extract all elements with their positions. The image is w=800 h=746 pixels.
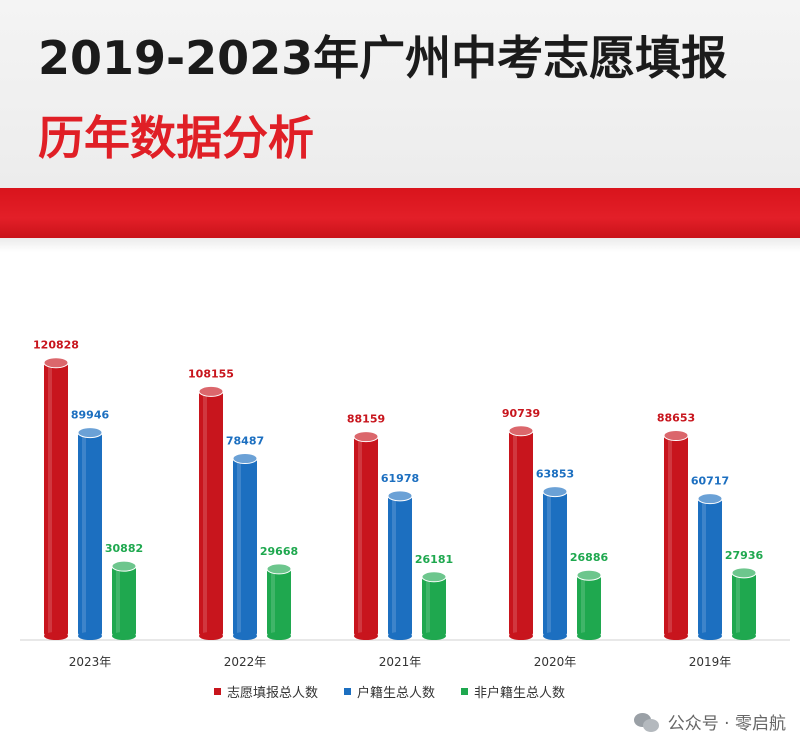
- chart-bar: [233, 458, 257, 636]
- data-label: 61978: [381, 472, 419, 485]
- chart-bar: [698, 498, 722, 636]
- bar-cap: [576, 569, 602, 581]
- chart-legend: 志愿填报总人数 户籍生总人数 非户籍生总人数: [214, 682, 565, 701]
- data-label: 63853: [536, 468, 574, 481]
- data-label: 90739: [502, 407, 540, 420]
- data-label: 27936: [725, 549, 764, 562]
- legend-swatch: [344, 688, 352, 695]
- chart-bar: [422, 576, 446, 636]
- bar-base: [698, 632, 722, 640]
- bar-cap: [663, 430, 689, 442]
- bar-highlight: [358, 436, 362, 636]
- chart-bar: [78, 432, 102, 636]
- bar-highlight: [513, 430, 517, 636]
- bar-base: [664, 632, 688, 640]
- legend-label: 非户籍生总人数: [474, 686, 566, 701]
- chart-bar: [44, 362, 68, 636]
- x-tick-label: 2023年: [69, 655, 112, 669]
- bar-highlight: [668, 435, 672, 636]
- page-subtitle: 历年数据分析: [38, 111, 314, 165]
- data-label: 30882: [105, 542, 143, 555]
- bar-base: [422, 632, 446, 640]
- bar-base: [543, 632, 567, 640]
- bar-cap: [266, 563, 292, 575]
- bar-highlight: [426, 576, 430, 636]
- bar-highlight: [203, 391, 207, 636]
- data-label: 29668: [260, 545, 298, 558]
- bar-cap: [542, 486, 568, 498]
- bar-base: [44, 632, 68, 640]
- legend-item: 户籍生总人数: [344, 682, 435, 701]
- chart-bar: [732, 572, 756, 636]
- watermark: 公众号 · 零启航: [633, 709, 786, 734]
- bar-highlight: [736, 572, 740, 636]
- bar-cap: [353, 431, 379, 443]
- x-tick-label: 2022年: [224, 655, 267, 669]
- bar-cap: [43, 357, 69, 369]
- x-tick-label: 2019年: [689, 655, 732, 669]
- data-label: 78487: [226, 434, 264, 447]
- chart-bar: [509, 430, 533, 636]
- x-tick-label: 2020年: [534, 655, 577, 669]
- bar-cap: [731, 567, 757, 579]
- legend-swatch: [214, 688, 221, 695]
- chart-bar: [577, 575, 601, 636]
- data-label: 26886: [570, 551, 609, 564]
- watermark-text: 公众号 · 零启航: [667, 714, 786, 734]
- bar-base: [388, 632, 412, 640]
- bar-highlight: [48, 362, 52, 636]
- bar-highlight: [581, 575, 585, 636]
- chart-bar: [354, 436, 378, 636]
- page-title: 2019-2023年广州中考志愿填报: [38, 31, 728, 85]
- data-label: 89946: [71, 409, 110, 422]
- data-label: 26181: [415, 553, 453, 566]
- legend-label: 户籍生总人数: [357, 686, 436, 701]
- bar-base: [577, 632, 601, 640]
- legend-item: 志愿填报总人数: [214, 682, 318, 701]
- bar-highlight: [116, 566, 120, 636]
- bar-cap: [508, 425, 534, 437]
- chart-bar: [388, 495, 412, 636]
- data-label: 88159: [347, 413, 385, 426]
- chart-bar: [112, 566, 136, 636]
- chart-bar: [199, 391, 223, 636]
- bar-base: [233, 632, 257, 640]
- bar-highlight: [82, 432, 86, 636]
- bar-chart: 120828 89946 30882 2023年 108155 78487 29668 202…: [20, 339, 790, 669]
- bar-base: [509, 632, 533, 640]
- banner-shadow: [0, 238, 800, 252]
- data-label: 108155: [188, 367, 234, 380]
- bar-base: [267, 632, 291, 640]
- bar-highlight: [547, 491, 551, 636]
- wechat-icon: [633, 711, 660, 733]
- bar-cap: [387, 490, 413, 502]
- header-panel: 2019-2023年广州中考志愿填报 历年数据分析: [0, 0, 800, 190]
- bar-base: [112, 632, 136, 640]
- data-label: 120828: [33, 339, 79, 352]
- data-label: 88653: [657, 412, 695, 425]
- bar-highlight: [392, 495, 396, 636]
- chart-bar: [543, 491, 567, 636]
- bar-base: [78, 632, 102, 640]
- chart-bar: [267, 568, 291, 636]
- chart-bar: [664, 435, 688, 636]
- bar-cap: [421, 571, 447, 583]
- bar-cap: [232, 452, 258, 464]
- data-label: 60717: [691, 475, 729, 488]
- bar-base: [732, 632, 756, 640]
- bar-highlight: [237, 458, 241, 636]
- bar-cap: [697, 493, 723, 505]
- red-banner: [0, 188, 800, 238]
- x-tick-label: 2021年: [379, 655, 422, 669]
- bar-highlight: [702, 498, 706, 636]
- bar-cap: [111, 560, 137, 572]
- bar-base: [199, 632, 223, 640]
- legend-swatch: [461, 688, 469, 695]
- bar-highlight: [271, 568, 275, 636]
- legend-item: 非户籍生总人数: [461, 682, 565, 701]
- bar-cap: [198, 385, 224, 397]
- legend-label: 志愿填报总人数: [227, 686, 319, 701]
- bar-cap: [77, 427, 103, 439]
- bar-base: [354, 632, 378, 640]
